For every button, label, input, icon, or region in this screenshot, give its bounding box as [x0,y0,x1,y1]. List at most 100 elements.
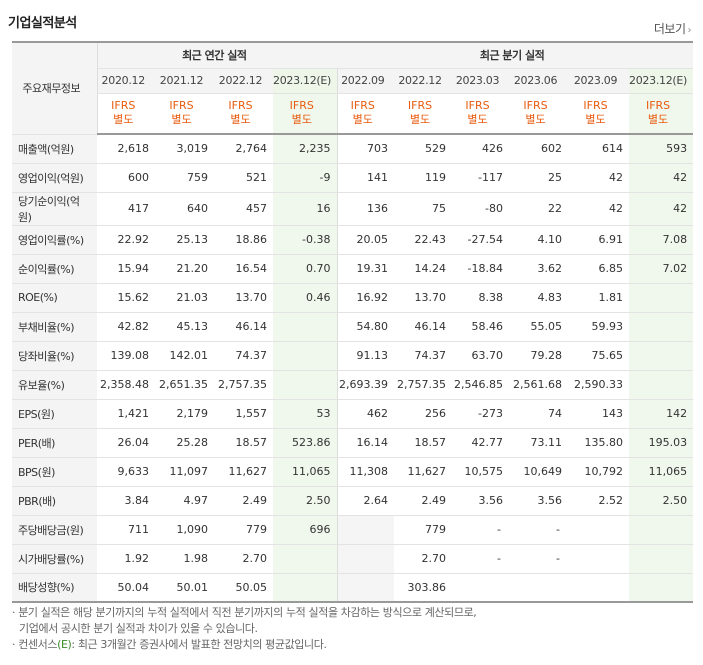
value-cell: 9,633 [97,456,155,487]
row-label: ROE(%) [12,282,97,313]
value-cell: 13.70 [214,282,273,313]
value-cell: 58.46 [452,311,510,342]
value-cell: 529 [394,133,453,164]
value-cell: 523.86 [273,427,338,458]
value-cell: 135.80 [568,427,630,458]
value-cell: 600 [97,162,155,193]
row-label: BPS(원) [12,456,97,487]
annual-group-header: 최근 연간 실적 [97,41,338,69]
value-cell: 7.08 [629,224,694,255]
table-row: 주당배당금(원) 711 1,090 779 696 779- - [12,514,694,545]
value-cell: - [452,543,510,574]
value-cell: 21.20 [155,253,214,284]
period-header: 2023.06 [509,67,569,94]
ifrs-basis-text: 별도 [230,113,251,127]
value-cell: 141 [337,162,395,193]
table-row: 부채비율(%) 42.82 45.13 46.14 54.80 46.14 58.46 55.… [12,311,694,342]
period-header: 2022.09 [337,67,395,94]
ifrs-label: IFRS 별도 [337,92,395,135]
value-cell [629,543,694,574]
value-cell: 142.01 [155,340,214,371]
ifrs-basis-text: 별도 [291,113,312,127]
row-label: 당좌비율(%) [12,340,97,371]
value-cell: 42 [568,191,630,226]
value-cell: 4.10 [509,224,569,255]
value-cell: 2.49 [394,485,453,516]
table-row: 영업이익률(%) 22.92 25.13 18.86 -0.38 20.05 22.43 -2… [12,224,694,255]
value-cell: 4.83 [509,282,569,313]
value-cell: 779 [394,514,453,545]
footnote-2-suffix: : 최근 3개월간 증권사에서 발표한 전망치의 평균값입니다. [71,638,327,651]
corner-header: 주요재무정보 [12,41,98,135]
period-header: 2023.09 [568,67,630,94]
value-cell: 0.46 [273,282,338,313]
value-cell: 15.62 [97,282,155,313]
ifrs-text: IFRS [465,99,490,113]
period-header: 2022.12 [214,67,273,94]
value-cell: 73.11 [509,427,569,458]
ifrs-label: IFRS 별도 [214,92,273,135]
value-cell: 42 [629,191,694,226]
table-row: BPS(원) 9,633 11,097 11,627 11,065 11,308 11,62… [12,456,694,487]
value-cell: 426 [452,133,510,164]
value-cell: 3.84 [97,485,155,516]
ifrs-label: IFRS 별도 [155,92,214,135]
value-cell [337,543,395,574]
value-cell: -0.38 [273,224,338,255]
period-header: 2023.12(E) [273,67,338,94]
value-cell: 74.37 [214,340,273,371]
value-cell: 15.94 [97,253,155,284]
value-cell: -18.84 [452,253,510,284]
value-cell [568,514,630,545]
value-cell [629,282,694,313]
value-cell: 119 [394,162,453,193]
table-row: PBR(배) 3.84 4.97 2.49 2.50 2.64 2.49 3.56 3.56 2.… [12,485,694,516]
row-label: 영업이익률(%) [12,224,97,255]
value-cell: 2.50 [273,485,338,516]
value-cell: 11,627 [394,456,453,487]
value-cell: - [509,514,569,545]
ifrs-label: IFRS 별도 [509,92,569,135]
value-cell: 2.50 [629,485,694,516]
value-cell [568,543,630,574]
value-cell: 195.03 [629,427,694,458]
table-row: 당좌비율(%) 139.08 142.01 74.37 91.13 74.37 63.70 7… [12,340,694,371]
ifrs-label: IFRS 별도 [452,92,510,135]
value-cell: 2,561.68 [509,369,569,400]
row-label: 시가배당률(%) [12,543,97,574]
section-title: 기업실적분석 [8,16,77,31]
value-cell [273,311,338,342]
value-cell: 18.57 [394,427,453,458]
value-cell: 59.93 [568,311,630,342]
value-cell: 521 [214,162,273,193]
value-cell: 13.70 [394,282,453,313]
value-cell: 2,693.39 [337,369,395,400]
ifrs-text: IFRS [350,99,375,113]
value-cell: 640 [155,191,214,226]
table-row: 유보율(%) 2,358.48 2,651.35 2,757.35 2,693.39 2,… [12,369,694,400]
value-cell: 16 [273,191,338,226]
table-row: 배당성향(%) 50.04 50.01 50.05 303.86 [12,572,694,603]
value-cell: 16.54 [214,253,273,284]
value-cell: 703 [337,133,395,164]
value-cell: 6.91 [568,224,630,255]
value-cell: 11,097 [155,456,214,487]
row-label: 순이익률(%) [12,253,97,284]
more-label: 더보기 [653,22,686,36]
row-label: 유보율(%) [12,369,97,400]
ifrs-basis-text: 별도 [647,113,669,127]
more-link[interactable]: 더보기 › [653,20,692,37]
table-row: PER(배) 26.04 25.28 18.57 523.86 16.14 18.57 42.… [12,427,694,458]
value-cell: 10,792 [568,456,630,487]
value-cell: - [509,543,569,574]
value-cell [273,572,338,603]
value-cell: 18.57 [214,427,273,458]
value-cell: 614 [568,133,630,164]
chevron-right-icon: › [687,25,692,36]
value-cell: 256 [394,398,453,429]
value-cell: 303.86 [394,572,453,603]
value-cell [509,572,569,603]
value-cell [273,543,338,574]
footnote-1-cont: 기업에서 공시한 분기 실적과 차이가 있을 수 있습니다. [19,622,258,635]
value-cell: 22 [509,191,569,226]
